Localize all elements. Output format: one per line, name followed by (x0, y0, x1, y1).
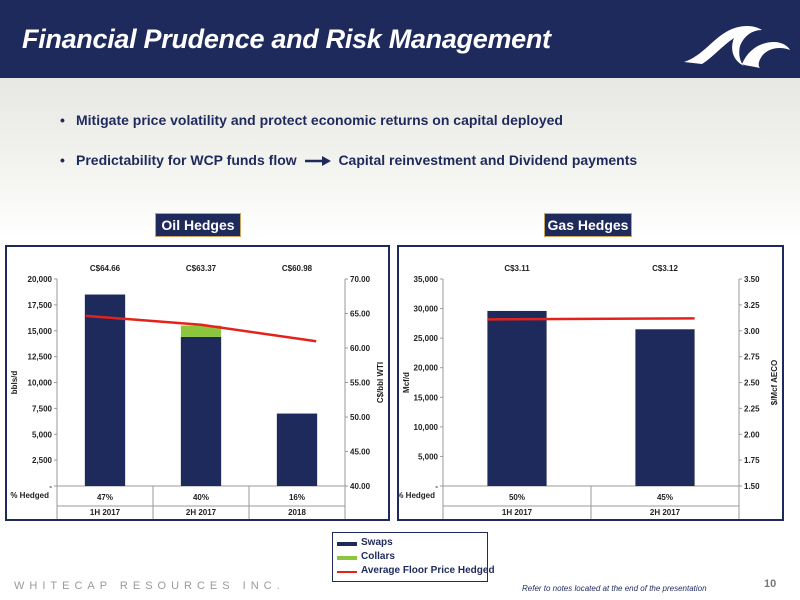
line-floor-price (487, 317, 695, 321)
y-tick-label: 15,000 (28, 327, 53, 336)
bar-swaps (487, 310, 547, 486)
y2-tick-label: 50.00 (350, 413, 371, 422)
gas-hedges-tag: Gas Hedges (544, 213, 632, 237)
pct-hedged-value: 45% (657, 493, 673, 502)
y2-tick-label: 2.50 (744, 379, 760, 388)
bar-swaps (180, 336, 222, 486)
x-category-label: 1H 2017 (502, 508, 533, 517)
y-tick-label: - (49, 482, 52, 491)
y-tick-label: 35,000 (414, 275, 439, 284)
y2-tick-label: 55.00 (350, 379, 371, 388)
y2-axis-title: $/Mcf AECO (770, 360, 779, 406)
pct-hedged-value: 16% (289, 493, 305, 502)
y-tick-label: 10,000 (28, 379, 53, 388)
bar-collars (180, 325, 222, 337)
pct-hedged-value: 47% (97, 493, 113, 502)
pct-hedged-value: 50% (509, 493, 525, 502)
bullet-text-left: Predictability for WCP funds flow (76, 152, 297, 168)
y2-tick-label: 3.00 (744, 327, 760, 336)
y2-tick-label: 40.00 (350, 482, 371, 491)
y-tick-label: 30,000 (414, 305, 439, 314)
y-axis-title: bbls/d (10, 371, 19, 395)
y2-axis-title: C$/bbl WTI (376, 362, 385, 403)
chart-legend: Swaps Collars Average Floor Price Hedged (332, 532, 495, 582)
x-category-label: 2018 (288, 508, 306, 517)
y2-tick-label: 2.25 (744, 404, 760, 413)
y-tick-label: 5,000 (32, 430, 53, 439)
y-tick-label: 25,000 (414, 334, 439, 343)
y-tick-label: 5,000 (418, 452, 439, 461)
gas-hedges-chart: - 5,000 10,000 15,000 20,000 25,000 30,000 35,0… (396, 264, 779, 521)
header-bar: Financial Prudence and Risk Management (0, 0, 800, 78)
y-tick-label: 20,000 (414, 364, 439, 373)
y-tick-label: 20,000 (28, 275, 53, 284)
pct-hedged-value: 40% (193, 493, 209, 502)
y2-tick-label: 3.50 (744, 275, 760, 284)
bullet-text-right: Capital reinvestment and Dividend paymen… (338, 152, 638, 168)
pct-hedged-label: % Hedged (399, 491, 435, 500)
x-category-label: 1H 2017 (90, 508, 121, 517)
legend-swatch-floor (337, 571, 357, 573)
bar-swaps (276, 413, 318, 486)
y-tick-label: 12,500 (28, 353, 53, 362)
x-category-label: 2H 2017 (650, 508, 681, 517)
price-label: C$3.12 (652, 264, 678, 273)
bullet-price-volatility: • Mitigate price volatility and protect e… (60, 112, 563, 128)
bullet-text: Mitigate price volatility and protect ec… (76, 112, 563, 128)
notes-reference: Refer to notes located at the end of the… (522, 584, 707, 593)
oil-hedges-chart: - 2,500 5,000 7,500 10,000 12,500 15,000 17,500… (10, 264, 385, 521)
bullet-predictability: • Predictability for WCP funds flow Capit… (60, 152, 638, 168)
bar-swaps (84, 294, 126, 486)
y2-tick-label: 1.50 (744, 482, 760, 491)
y2-tick-label: 60.00 (350, 344, 371, 353)
y2-tick-label: 70.00 (350, 275, 371, 284)
oil-hedges-tag: Oil Hedges (155, 213, 241, 237)
legend-swatch-collars (337, 556, 357, 560)
bar-swaps (635, 329, 695, 486)
legend-label-swaps: Swaps (361, 537, 393, 548)
y-tick-label: 15,000 (414, 393, 439, 402)
oil-hedges-panel: - 2,500 5,000 7,500 10,000 12,500 15,000 17,500… (5, 245, 390, 521)
y-tick-label: - (435, 482, 438, 491)
y-axis-title: Mcf/d (402, 372, 411, 393)
whitecap-wave-logo-icon (684, 26, 790, 68)
gas-hedges-panel: - 5,000 10,000 15,000 20,000 25,000 30,000 35,0… (396, 245, 784, 521)
price-label: C$60.98 (282, 264, 313, 273)
y-tick-label: 2,500 (32, 456, 53, 465)
price-label: C$3.11 (504, 264, 530, 273)
price-label: C$63.37 (186, 264, 217, 273)
y2-tick-label: 45.00 (350, 448, 371, 457)
right-arrow-icon (304, 156, 331, 167)
legend-label-floor: Average Floor Price Hedged (361, 565, 495, 576)
y2-tick-label: 2.00 (744, 430, 760, 439)
page-title: Financial Prudence and Risk Management (22, 24, 551, 54)
legend-label-collars: Collars (361, 551, 395, 562)
price-label: C$64.66 (90, 264, 121, 273)
y-tick-label: 7,500 (32, 404, 53, 413)
y2-tick-label: 65.00 (350, 310, 371, 319)
pct-hedged-label: % Hedged (10, 491, 49, 500)
bullet-band (0, 78, 800, 238)
y2-tick-label: 2.75 (744, 353, 760, 362)
x-category-label: 2H 2017 (186, 508, 217, 517)
company-name: WHITECAP RESOURCES INC. (14, 580, 285, 592)
page-number: 10 (764, 578, 777, 590)
y2-tick-label: 3.25 (744, 301, 760, 310)
line-floor-price (85, 314, 317, 343)
y2-tick-label: 1.75 (744, 456, 760, 465)
y-tick-label: 10,000 (414, 423, 439, 432)
legend-swatch-swaps (337, 542, 357, 546)
y-tick-label: 17,500 (28, 301, 53, 310)
